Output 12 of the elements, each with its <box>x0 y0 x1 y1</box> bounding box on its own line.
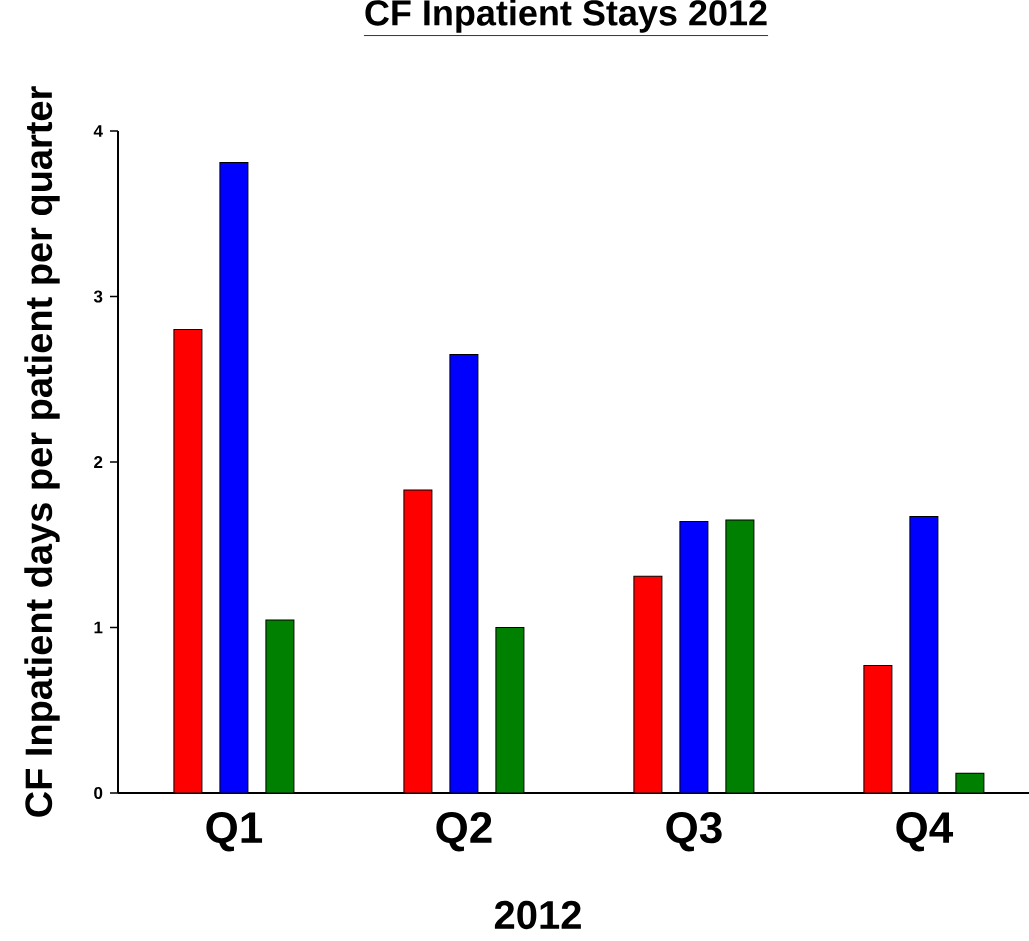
y-tick-label: 0 <box>94 786 103 799</box>
y-tick-label: 3 <box>93 290 103 303</box>
x-tick-label: Q2 <box>436 812 492 852</box>
x-axis-title: 2012 <box>494 900 581 930</box>
chart-title: CF Inpatient Stays 2012 <box>365 0 767 33</box>
x-tick-label: Q4 <box>896 812 954 852</box>
x-tick-label: Q3 <box>666 812 722 852</box>
x-tick-label: Q1 <box>206 812 263 852</box>
y-axis-title: CF Inpatient days per patient per quarter <box>24 86 60 817</box>
y-tick-label: 4 <box>93 125 103 137</box>
y-tick-label: 2 <box>94 456 103 468</box>
y-tick-label: 1 <box>94 621 103 634</box>
